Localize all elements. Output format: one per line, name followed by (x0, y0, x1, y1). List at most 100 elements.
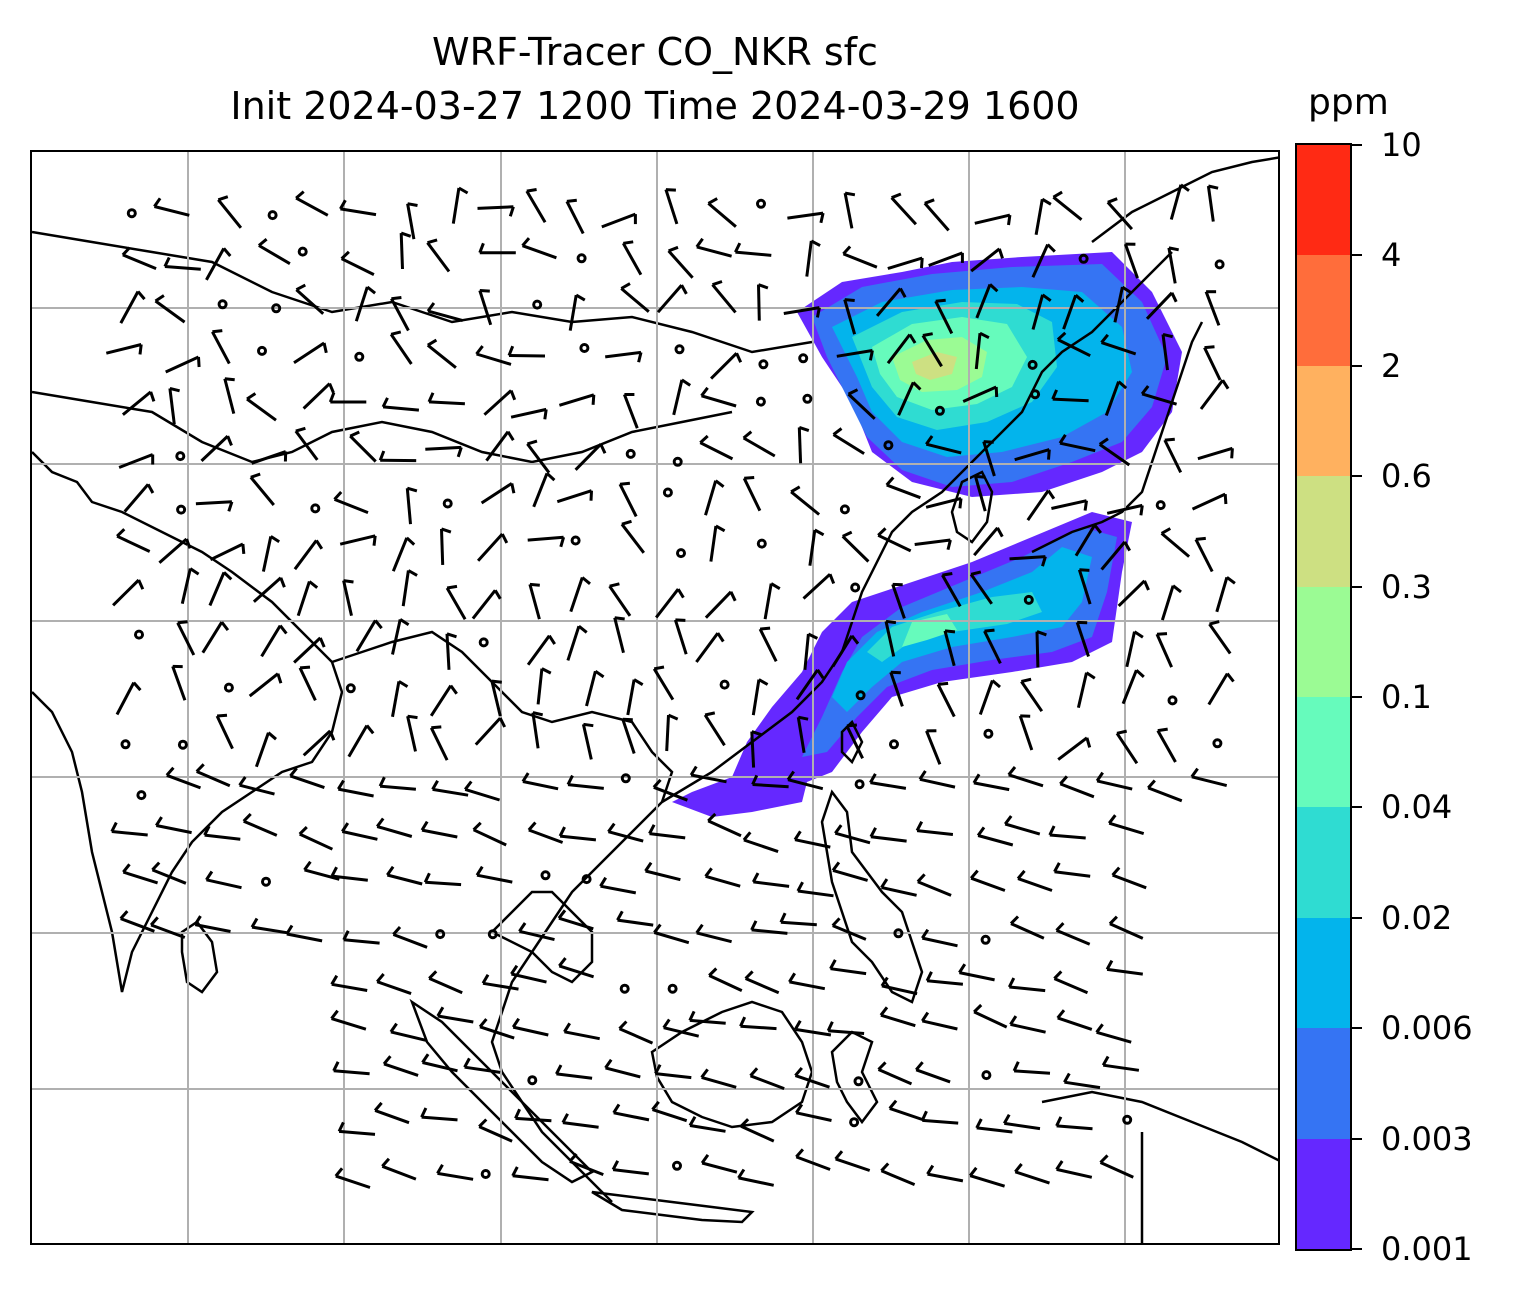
tracer-plume-north (797, 252, 1182, 497)
wind-barb (970, 247, 1004, 273)
wind-barb (420, 820, 458, 839)
wind-barb (656, 284, 688, 314)
wind-barb (700, 1068, 737, 1089)
wind-barb (703, 711, 726, 747)
wind-barb (831, 861, 869, 882)
wind-barb (612, 1103, 650, 1122)
wind-barb (1108, 915, 1144, 940)
wind-barb (975, 1118, 1013, 1134)
wind-barb (925, 496, 963, 509)
wind-barb (1145, 291, 1178, 320)
wind-barb (464, 780, 501, 802)
wind-barb (195, 500, 234, 512)
wind-barb (208, 571, 233, 607)
wind-barb (342, 579, 354, 617)
wind-barb (704, 590, 737, 619)
calm-wind-marker (893, 928, 904, 939)
wind-barb (618, 1020, 654, 1045)
calm-wind-marker (1030, 389, 1041, 400)
calm-wind-marker (1078, 253, 1089, 264)
wind-barb (217, 195, 243, 229)
calm-wind-marker (576, 253, 587, 264)
wind-barb (328, 392, 367, 404)
wind-barb (1051, 389, 1089, 403)
wind-barb (962, 385, 999, 403)
colorbar-tick (1352, 254, 1362, 257)
wind-barb (565, 198, 585, 235)
calm-wind-marker (1155, 500, 1166, 511)
wind-barb (531, 711, 544, 749)
wind-barb (1156, 727, 1177, 763)
wind-barb (841, 530, 870, 563)
wind-barb (897, 381, 922, 416)
wind-barb (254, 731, 277, 768)
wind-barb (795, 669, 825, 701)
wind-barb (180, 567, 200, 605)
calm-wind-marker (176, 504, 187, 515)
map-canvas (32, 152, 1278, 1243)
wind-barb (916, 873, 952, 897)
wind-barb (514, 1108, 552, 1123)
wind-barb (826, 1021, 865, 1035)
wind-barb (285, 924, 323, 943)
wind-barb (662, 1018, 700, 1038)
wind-barb (1104, 380, 1128, 417)
wind-barb (556, 489, 593, 504)
wind-barb (1004, 815, 1041, 836)
wind-barb (1074, 524, 1102, 557)
wind-barb (426, 238, 451, 273)
colorbar-tick-label: 0.3 (1381, 567, 1432, 606)
wind-barb (797, 425, 810, 464)
coastline-new-guinea (1041, 1090, 1278, 1162)
calm-wind-marker (855, 690, 866, 701)
wind-barb (463, 1057, 501, 1074)
wind-barb (1095, 1023, 1132, 1044)
wind-barb (1098, 437, 1131, 467)
wind-barb (426, 302, 464, 323)
wind-barb (667, 245, 694, 279)
wind-barb (261, 535, 281, 572)
wind-barb (1035, 630, 1047, 668)
wind-barb (557, 909, 594, 931)
wind-barb (555, 1064, 593, 1080)
calm-wind-marker (261, 876, 271, 887)
calm-wind-marker (345, 683, 356, 694)
colorbar-segment (1297, 254, 1350, 366)
wind-barb (976, 826, 1014, 847)
wind-barb (808, 528, 825, 566)
wind-barb (1197, 446, 1234, 461)
plume-north-level-7 (912, 352, 957, 380)
wind-barb (886, 333, 917, 365)
wind-barb (880, 878, 917, 897)
calm-wind-marker (1212, 738, 1223, 749)
wind-barb (296, 580, 319, 617)
wind-barb (928, 251, 964, 267)
wind-barb (118, 453, 155, 469)
wind-barb (742, 831, 779, 854)
wind-barb (168, 386, 180, 425)
wind-barb (742, 476, 762, 512)
wind-barb (257, 238, 291, 265)
calm-wind-marker (579, 343, 590, 353)
wind-barb (958, 963, 995, 982)
gridlines (32, 152, 1278, 1243)
wind-barb (969, 570, 993, 605)
wind-barb (527, 821, 564, 844)
wind-barb (349, 430, 377, 463)
calm-wind-marker (756, 198, 766, 209)
wind-barb (507, 345, 546, 358)
wind-barb (532, 472, 556, 508)
wind-barb (749, 1067, 785, 1091)
wind-barb (973, 1003, 1008, 1029)
wind-barb (423, 872, 462, 887)
wind-barb (121, 390, 156, 416)
wind-barb (665, 713, 679, 752)
wind-barb (1009, 555, 1047, 567)
wind-barb (608, 582, 632, 617)
wind-barb (934, 298, 954, 335)
wind-barb (378, 450, 417, 463)
wind-barb (392, 926, 428, 949)
wind-barb (888, 1099, 925, 1122)
wind-barb (436, 1164, 474, 1181)
wind-barb (688, 1116, 726, 1133)
